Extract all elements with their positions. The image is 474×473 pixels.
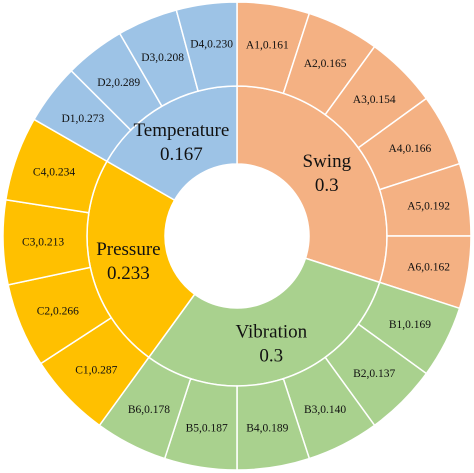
outer-label-c4: C4,0.234 (33, 167, 75, 179)
outer-label-c2: C2,0.266 (37, 305, 79, 317)
inner-value-swing: 0.3 (315, 175, 339, 196)
inner-value-temperature: 0.167 (160, 144, 203, 165)
outer-labels: A1,0.161 A2,0.165 A3,0.154 A4,0.166 A5,0.192… (22, 39, 450, 435)
outer-label-d4: D4,0.230 (190, 39, 233, 51)
outer-label-a6: A6,0.162 (407, 261, 450, 273)
outer-label-b5: B5,0.187 (186, 423, 228, 435)
inner-label-swing: Swing (303, 151, 352, 172)
inner-label-temperature: Temperature (134, 120, 230, 141)
outer-label-d3: D3,0.208 (141, 52, 184, 64)
outer-label-b2: B2,0.137 (353, 368, 395, 380)
inner-labels: Swing 0.3 Vibration 0.3 Pressure 0.233 Tempera… (96, 120, 351, 367)
outer-label-d2: D2,0.289 (97, 77, 140, 89)
outer-label-c3: C3,0.213 (22, 236, 64, 248)
outer-label-b3: B3,0.140 (304, 404, 346, 416)
inner-value-pressure: 0.233 (107, 263, 150, 284)
outer-label-c1: C1,0.287 (75, 365, 117, 377)
outer-label-d1: D1,0.273 (61, 113, 104, 125)
inner-label-pressure: Pressure (96, 239, 160, 260)
outer-label-b6: B6,0.178 (128, 404, 170, 416)
outer-label-a3: A3,0.154 (353, 94, 396, 106)
outer-label-b1: B1,0.169 (389, 319, 431, 331)
inner-value-vibration: 0.3 (259, 346, 283, 367)
inner-label-vibration: Vibration (235, 322, 307, 343)
outer-label-a2: A2,0.165 (304, 58, 347, 70)
inner-ring (86, 85, 388, 387)
outer-label-a4: A4,0.166 (388, 143, 431, 155)
outer-segment-d4 (175, 1, 238, 93)
outer-label-b4: B4,0.189 (246, 423, 288, 435)
outer-label-a1: A1,0.161 (246, 39, 289, 51)
outer-label-a5: A5,0.192 (407, 201, 450, 213)
